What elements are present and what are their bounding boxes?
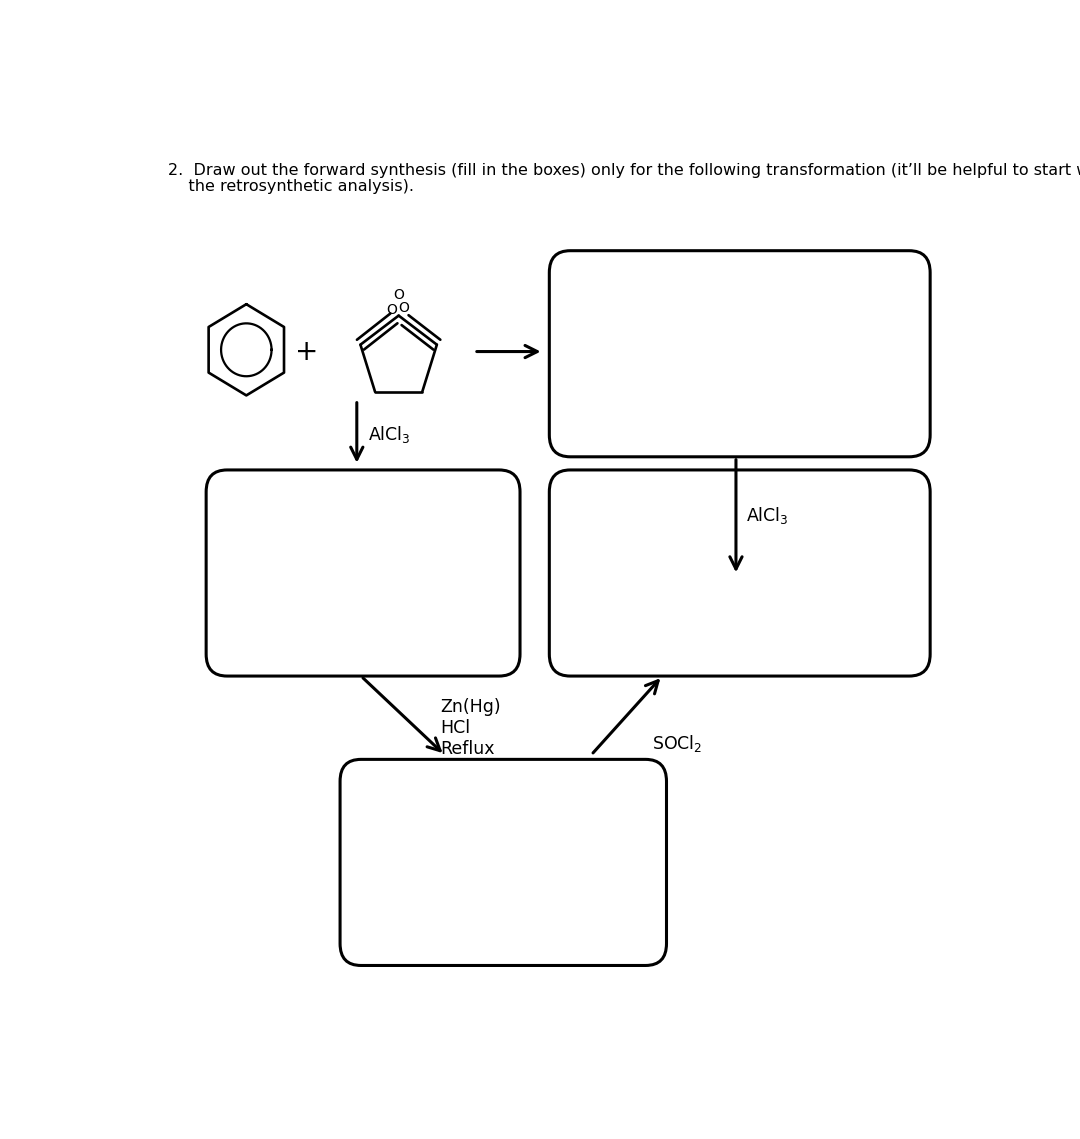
FancyBboxPatch shape — [550, 470, 930, 677]
Text: O: O — [386, 303, 396, 317]
Text: O: O — [393, 288, 404, 303]
Text: the retrosynthetic analysis).: the retrosynthetic analysis). — [168, 179, 415, 194]
Text: Zn(Hg)
HCl
Reflux: Zn(Hg) HCl Reflux — [441, 698, 501, 757]
FancyBboxPatch shape — [550, 251, 930, 457]
Text: +: + — [295, 337, 319, 366]
Text: O: O — [399, 301, 409, 314]
Text: AlCl$_3$: AlCl$_3$ — [367, 425, 410, 445]
FancyBboxPatch shape — [206, 470, 521, 677]
Text: SOCl$_2$: SOCl$_2$ — [652, 734, 703, 754]
FancyBboxPatch shape — [340, 760, 666, 966]
Text: AlCl$_3$: AlCl$_3$ — [746, 505, 788, 526]
Text: 2.  Draw out the forward synthesis (fill in the boxes) only for the following tr: 2. Draw out the forward synthesis (fill … — [168, 163, 1080, 178]
